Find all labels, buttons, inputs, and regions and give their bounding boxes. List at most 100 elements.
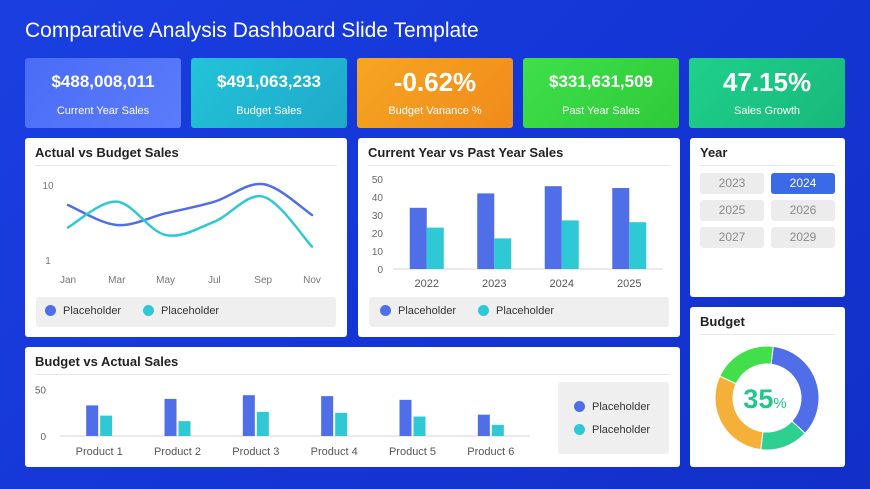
x-tick-label: Product 3 bbox=[232, 446, 279, 458]
x-tick-label: Product 2 bbox=[154, 446, 201, 458]
x-tick-label: Product 6 bbox=[467, 446, 514, 458]
kpi-label: Past Year Sales bbox=[562, 105, 640, 117]
kpi-value: $331,631,509 bbox=[549, 72, 653, 91]
bar-2 bbox=[256, 411, 269, 436]
kpi-label: Current Year Sales bbox=[56, 105, 150, 117]
bar-2 bbox=[178, 421, 191, 436]
year-option-2023[interactable]: 2023 bbox=[700, 173, 764, 194]
page-title: Comparative Analysis Dashboard Slide Tem… bbox=[25, 19, 479, 42]
legend-item-1: Placeholder bbox=[574, 401, 650, 413]
kpi-label: Sales Growth bbox=[733, 105, 801, 117]
x-tick-label: May bbox=[156, 275, 175, 286]
legend-dot-icon bbox=[45, 305, 56, 316]
series-line-2 bbox=[66, 195, 314, 248]
donut-percent-value: 35 bbox=[743, 384, 773, 414]
y-tick-label: 0 bbox=[40, 432, 46, 443]
line-chart: 10 1 Jan Mar May Jul Sep Nov bbox=[42, 181, 321, 286]
bar-2 bbox=[491, 424, 504, 436]
legend-label: Placeholder bbox=[63, 305, 122, 317]
x-tick-label: Mar bbox=[108, 275, 126, 286]
legend-label: Placeholder bbox=[161, 305, 220, 317]
bar-1 bbox=[477, 193, 495, 269]
year-option-2026[interactable]: 2026 bbox=[771, 200, 835, 221]
bar-2 bbox=[426, 227, 444, 269]
bar-1 bbox=[409, 207, 427, 269]
year-option-2024[interactable]: 2024 bbox=[771, 173, 835, 194]
bar-2 bbox=[335, 412, 348, 436]
x-tick-label: Sep bbox=[254, 275, 272, 286]
bar-1 bbox=[164, 398, 177, 436]
x-tick-label: 2023 bbox=[482, 278, 506, 290]
year-option-2029[interactable]: 2029 bbox=[771, 227, 835, 248]
kpi-sales-growth: 47.15% Sales Growth bbox=[689, 58, 845, 128]
legend-item-1: Placeholder bbox=[45, 305, 121, 317]
y-tick-label: 30 bbox=[372, 211, 384, 222]
bar-1 bbox=[612, 188, 630, 269]
legend-item-2: Placeholder bbox=[478, 305, 554, 317]
y-tick-label: 40 bbox=[372, 193, 384, 204]
kpi-value: 47.15% bbox=[722, 67, 812, 97]
legend-dot-icon bbox=[574, 401, 585, 412]
kpi-budget-sales: $491,063,233 Budget Sales bbox=[191, 58, 347, 128]
legend-dot-icon bbox=[574, 424, 585, 435]
budget-panel: Budget 35% bbox=[690, 307, 845, 467]
series-line-1 bbox=[66, 182, 314, 227]
donut-slice-1 bbox=[770, 345, 820, 435]
bar-2 bbox=[494, 238, 512, 269]
y-tick-label: 50 bbox=[372, 175, 384, 186]
legend-item-1: Placeholder bbox=[380, 305, 456, 317]
legend-item-2: Placeholder bbox=[574, 424, 650, 436]
panel-title: Year bbox=[700, 145, 728, 160]
year-option-2025[interactable]: 2025 bbox=[700, 200, 764, 221]
x-tick-label: Jan bbox=[60, 275, 76, 286]
x-tick-label: Product 1 bbox=[76, 446, 123, 458]
x-tick-label: 2025 bbox=[617, 278, 641, 290]
bar-2 bbox=[100, 415, 113, 436]
x-tick-label: Nov bbox=[303, 275, 321, 286]
legend: Placeholder Placeholder bbox=[558, 382, 669, 454]
bar-2 bbox=[413, 416, 426, 436]
kpi-value: -0.62% bbox=[393, 67, 477, 97]
legend-label: Placeholder bbox=[398, 305, 457, 317]
legend-item-2: Placeholder bbox=[143, 305, 219, 317]
divider bbox=[35, 165, 337, 166]
bar-1 bbox=[86, 405, 99, 436]
bar-chart-years: 0 10 20 30 40 50 2022 2023 2024 2025 bbox=[372, 175, 663, 290]
divider bbox=[35, 374, 670, 375]
divider bbox=[368, 165, 670, 166]
kpi-label: Budget Sales bbox=[236, 105, 302, 117]
x-tick-label: 2022 bbox=[415, 278, 439, 290]
kpi-past-year-sales: $331,631,509 Past Year Sales bbox=[523, 58, 679, 128]
bar-1 bbox=[321, 396, 334, 436]
panel-title: Budget bbox=[700, 314, 745, 329]
kpi-value: $491,063,233 bbox=[217, 72, 321, 91]
divider bbox=[700, 334, 835, 335]
bar-chart-products: 0 50 Product 1 Product 2 Product 3 Product 4 P… bbox=[35, 386, 530, 458]
legend-label: Placeholder bbox=[592, 401, 651, 413]
legend: Placeholder Placeholder bbox=[369, 297, 669, 327]
panel-title: Actual vs Budget Sales bbox=[35, 145, 179, 160]
year-option-2027[interactable]: 2027 bbox=[700, 227, 764, 248]
budget-vs-actual-panel: Budget vs Actual Sales 0 50 Product 1 Produ… bbox=[25, 347, 680, 467]
bar-1 bbox=[399, 399, 412, 436]
bar-2 bbox=[561, 220, 579, 269]
y-tick-label: 1 bbox=[45, 256, 51, 267]
legend-label: Placeholder bbox=[496, 305, 555, 317]
y-tick-label: 10 bbox=[42, 181, 54, 192]
kpi-label: Budget Variance % bbox=[388, 105, 482, 117]
panel-title: Budget vs Actual Sales bbox=[35, 354, 179, 369]
cy-vs-py-panel: Current Year vs Past Year Sales 0 10 20 30 4… bbox=[358, 138, 680, 337]
y-tick-label: 20 bbox=[372, 229, 384, 240]
legend-dot-icon bbox=[478, 305, 489, 316]
y-tick-label: 10 bbox=[372, 247, 384, 258]
bar-2 bbox=[629, 222, 647, 269]
legend: Placeholder Placeholder bbox=[36, 297, 336, 327]
kpi-budget-variance: -0.62% Budget Variance % bbox=[357, 58, 513, 128]
panel-title: Current Year vs Past Year Sales bbox=[368, 145, 564, 160]
kpi-current-year-sales: $488,008,011 Current Year Sales bbox=[25, 58, 181, 128]
kpi-value: $488,008,011 bbox=[51, 72, 155, 91]
actual-vs-budget-panel: Actual vs Budget Sales 10 1 Jan Mar May Jul Se… bbox=[25, 138, 347, 337]
legend-dot-icon bbox=[380, 305, 391, 316]
bar-1 bbox=[544, 186, 562, 269]
donut-center-label: 35% bbox=[743, 384, 786, 414]
